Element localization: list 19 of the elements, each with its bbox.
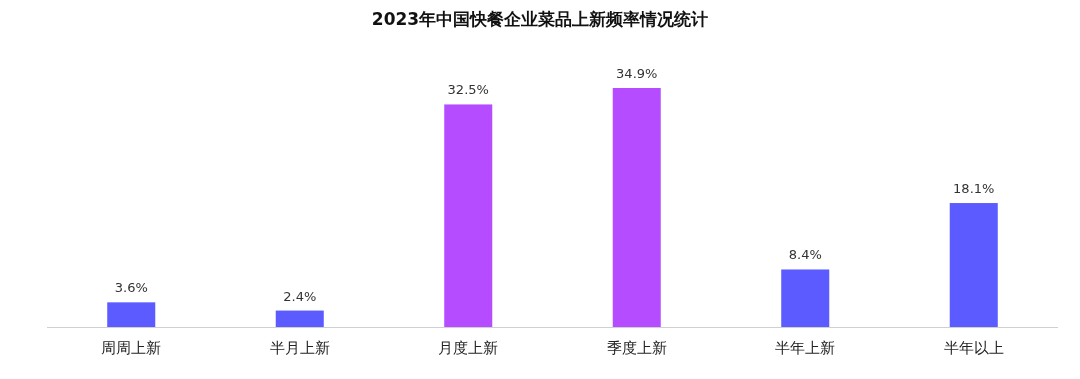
x-tick-label: 季度上新 [606,339,667,357]
x-tick-label: 半月上新 [269,339,330,357]
bar [275,310,324,327]
data-label: 3.6% [114,280,148,296]
x-tick-label: 月度上新 [438,339,499,357]
data-label: 18.1% [953,181,995,197]
data-label: 34.9% [616,66,658,81]
data-label: 32.5% [447,82,489,98]
bar [444,104,493,327]
bar [107,302,156,327]
data-label: 8.4% [788,247,822,263]
chart-title: 2023年中国快餐企业菜品上新频率情况统计 [371,9,709,29]
bar [949,203,998,327]
bar [781,269,830,327]
x-tick-label: 周周上新 [101,339,162,357]
x-tick-label: 半年上新 [775,339,836,357]
x-tick-label: 半年以上 [943,339,1004,357]
data-label: 2.4% [283,288,317,304]
bar [612,88,661,327]
